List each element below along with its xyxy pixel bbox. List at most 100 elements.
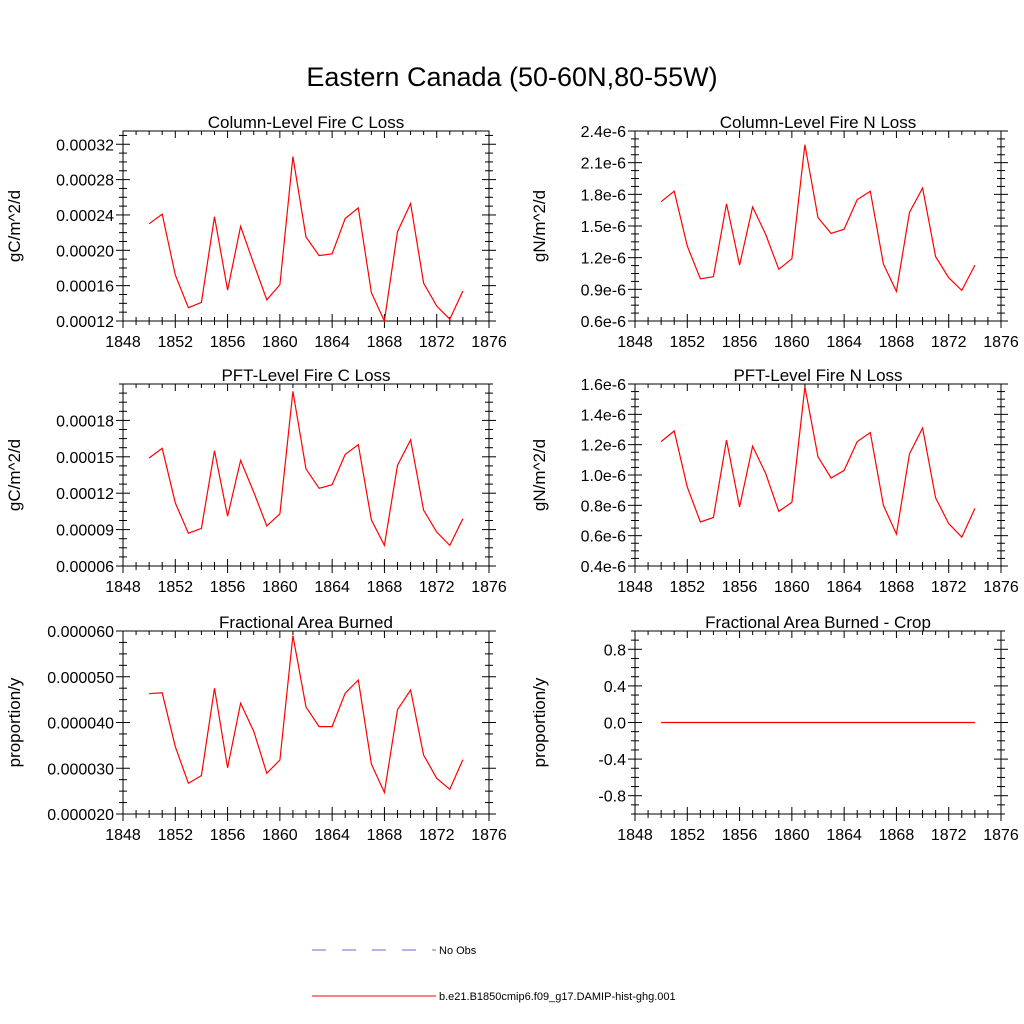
x-tick-label: 1856 [210, 827, 246, 844]
y-tick-label: 0.6e-6 [581, 314, 626, 331]
y-tick-label: 0.000060 [47, 624, 114, 641]
x-tick-label: 1860 [262, 827, 298, 844]
panel-title: Fractional Area Burned [219, 613, 393, 632]
x-tick-label: 1860 [774, 827, 810, 844]
x-tick-label: 1868 [367, 334, 403, 351]
y-tick-label: 0.9e-6 [581, 282, 626, 299]
y-axis-label: proportion/y [5, 677, 24, 767]
y-tick-label: 0.8e-6 [581, 498, 626, 515]
figure-title: Eastern Canada (50-60N,80-55W) [306, 62, 718, 92]
panel-title: Column-Level Fire C Loss [208, 113, 405, 132]
plot-frame [122, 130, 490, 322]
x-tick-label: 1872 [931, 827, 967, 844]
y-tick-label: 1.4e-6 [581, 407, 626, 424]
x-tick-label: 1868 [367, 579, 403, 596]
y-tick-label: 2.1e-6 [581, 156, 626, 173]
series-line-1 [660, 386, 976, 539]
y-tick-label: 1.5e-6 [581, 219, 626, 236]
plot-frame [634, 130, 1002, 322]
x-tick-label: 1852 [157, 334, 193, 351]
chart-panel-5: Fractional Area Burned 1848 1852 1856 1860 18… [5, 613, 507, 844]
x-tick-label: 1876 [983, 334, 1019, 351]
y-tick-label: 0.00032 [56, 137, 114, 154]
y-tick-label: -0.4 [598, 752, 626, 769]
x-tick-label: 1848 [105, 579, 141, 596]
chart-panel-6: Fractional Area Burned - Crop 1848 1852 185… [530, 613, 1019, 844]
x-tick-label: 1864 [314, 334, 350, 351]
x-tick-label: 1876 [471, 334, 507, 351]
x-tick-label: 1868 [879, 579, 915, 596]
x-tick-label: 1856 [722, 579, 758, 596]
y-tick-label: 0.4 [604, 679, 626, 696]
plot-frame [122, 630, 490, 815]
y-tick-label: 1.2e-6 [581, 438, 626, 455]
y-axis-label: gC/m^2/d [5, 439, 24, 511]
x-tick-label: 1872 [419, 579, 455, 596]
plot-frame [122, 383, 490, 567]
x-tick-label: 1876 [983, 827, 1019, 844]
x-tick-label: 1852 [669, 334, 705, 351]
x-tick-label: 1876 [983, 579, 1019, 596]
x-tick-label: 1872 [419, 334, 455, 351]
x-tick-label: 1852 [157, 827, 193, 844]
y-tick-label: 1.8e-6 [581, 187, 626, 204]
panel-title: PFT-Level Fire N Loss [733, 366, 902, 385]
panel-title: Fractional Area Burned - Crop [705, 613, 931, 632]
y-tick-label: 0.00006 [56, 559, 114, 576]
x-tick-label: 1860 [774, 334, 810, 351]
x-tick-label: 1852 [157, 579, 193, 596]
legend-label-2: b.e21.B1850cmip6.f09_g17.DAMIP-hist-ghg.… [439, 991, 676, 1003]
x-tick-label: 1856 [210, 334, 246, 351]
x-tick-label: 1848 [617, 827, 653, 844]
x-tick-label: 1864 [314, 827, 350, 844]
x-tick-label: 1856 [722, 827, 758, 844]
y-tick-label: 0.8 [604, 642, 626, 659]
x-tick-label: 1852 [669, 579, 705, 596]
x-tick-label: 1872 [419, 827, 455, 844]
x-tick-label: 1848 [617, 579, 653, 596]
series-line-1 [660, 144, 976, 294]
chart-panel-3: PFT-Level Fire C Loss 1848 1852 1856 1860 186… [5, 366, 507, 596]
x-tick-label: 1864 [826, 334, 862, 351]
y-tick-label: 0.00024 [56, 208, 114, 225]
y-tick-label: 0.000030 [47, 761, 114, 778]
x-tick-label: 1860 [774, 579, 810, 596]
y-axis-label: gN/m^2/d [530, 439, 549, 511]
x-tick-label: 1864 [826, 579, 862, 596]
series-line-1 [149, 635, 464, 795]
y-axis-label: gC/m^2/d [5, 190, 24, 262]
panel-title: Column-Level Fire N Loss [720, 113, 917, 132]
x-tick-label: 1864 [826, 827, 862, 844]
x-tick-label: 1856 [722, 334, 758, 351]
y-tick-label: -0.8 [598, 789, 626, 806]
x-tick-label: 1848 [105, 827, 141, 844]
y-tick-label: 0.000040 [47, 716, 114, 733]
x-tick-label: 1868 [879, 827, 915, 844]
y-axis-label: gN/m^2/d [530, 190, 549, 262]
x-tick-label: 1868 [367, 827, 403, 844]
series-line-1 [148, 156, 464, 324]
x-tick-label: 1860 [262, 579, 298, 596]
y-axis-label: proportion/y [530, 677, 549, 767]
panel-title: PFT-Level Fire C Loss [221, 366, 390, 385]
y-tick-label: 0.000050 [47, 670, 114, 687]
x-tick-label: 1860 [262, 334, 298, 351]
y-tick-label: 0.00009 [56, 523, 114, 540]
y-tick-label: 0.0 [604, 716, 626, 733]
y-tick-label: 0.6e-6 [581, 529, 626, 546]
chart-panel-4: PFT-Level Fire N Loss 1848 1852 1856 1860 186… [530, 366, 1019, 596]
x-tick-label: 1864 [314, 579, 350, 596]
plot-frame [634, 383, 1002, 567]
y-tick-label: 1.2e-6 [581, 251, 626, 268]
legend-label-1: No Obs [439, 945, 477, 957]
y-tick-label: 0.00015 [56, 450, 114, 467]
y-tick-label: 0.000020 [47, 807, 114, 824]
x-tick-label: 1856 [210, 579, 246, 596]
y-tick-label: 0.4e-6 [581, 559, 626, 576]
series-line-1 [148, 391, 464, 548]
x-tick-label: 1868 [879, 334, 915, 351]
legend: No Obs b.e21.B1850cmip6.f09_g17.DAMIP-his… [312, 945, 676, 1003]
y-tick-label: 1.0e-6 [581, 468, 626, 485]
y-tick-label: 2.4e-6 [581, 124, 626, 141]
